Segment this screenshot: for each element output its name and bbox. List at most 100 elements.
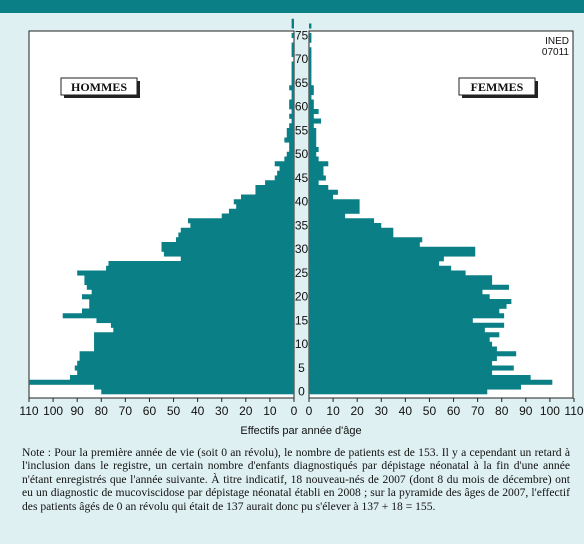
bar-hommes-age-52	[289, 142, 294, 148]
bar-femmes-age-72	[309, 47, 312, 53]
bar-femmes-age-22	[309, 284, 509, 290]
x-tick-label-1: 100	[43, 404, 63, 418]
x-tick-label-23: 110	[564, 404, 583, 418]
bar-hommes-age-45	[274, 175, 294, 181]
bar-hommes-age-26	[106, 265, 294, 271]
bar-femmes-age-50	[309, 151, 317, 157]
bar-hommes-age-60	[289, 104, 294, 110]
bar-hommes-age-54	[286, 132, 294, 138]
bar-hommes-age-12	[94, 332, 294, 338]
bar-femmes-age-48	[309, 161, 329, 167]
bar-hommes-age-19	[89, 299, 295, 305]
ined-code-line2: 07011	[542, 47, 570, 58]
bar-hommes-age-47	[279, 166, 294, 172]
age-tick-label-60: 60	[295, 100, 309, 114]
bar-hommes-age-0	[101, 389, 294, 395]
bar-hommes-age-8	[79, 351, 294, 357]
bar-femmes-age-21	[309, 289, 483, 295]
bar-hommes-age-72	[291, 47, 294, 53]
bar-femmes-age-75	[309, 33, 312, 39]
bar-femmes-age-25	[309, 270, 466, 276]
bar-femmes-age-39	[309, 204, 360, 210]
bar-femmes-age-0	[309, 389, 488, 395]
bar-hommes-age-31	[161, 242, 294, 248]
bar-femmes-age-11	[309, 337, 490, 343]
bar-femmes-age-38	[309, 208, 360, 214]
bar-hommes-age-28	[180, 256, 294, 262]
bar-hommes-age-44	[265, 180, 294, 186]
x-tick-label-3: 80	[95, 404, 109, 418]
bar-femmes-age-10	[309, 341, 493, 347]
bar-femmes-age-30	[309, 246, 476, 252]
bar-femmes-age-34	[309, 227, 394, 233]
x-tick-label-16: 40	[399, 404, 413, 418]
age-tick-label-25: 25	[295, 266, 309, 280]
bar-femmes-age-1	[309, 384, 521, 390]
bar-hommes-age-17	[82, 308, 294, 314]
bar-femmes-age-65	[309, 80, 312, 86]
bar-femmes-age-16	[309, 313, 505, 319]
bar-femmes-age-4	[309, 370, 493, 376]
x-tick-label-9: 20	[239, 404, 253, 418]
bar-femmes-age-12	[309, 332, 500, 338]
bar-femmes-age-77	[309, 23, 312, 29]
bar-hommes-age-55	[286, 128, 294, 134]
age-tick-label-75: 75	[295, 28, 309, 42]
bar-femmes-age-56	[309, 123, 314, 129]
x-tick-label-12: 0	[306, 404, 313, 418]
bar-femmes-age-36	[309, 218, 375, 224]
age-tick-label-50: 50	[295, 147, 309, 161]
bar-hommes-age-35	[190, 223, 294, 229]
bar-hommes-age-13	[113, 327, 295, 333]
bar-hommes-age-15	[96, 318, 294, 324]
bar-femmes-age-47	[309, 166, 324, 172]
bar-hommes-age-56	[289, 123, 294, 129]
age-tick-label-30: 30	[295, 242, 309, 256]
bar-hommes-age-18	[89, 303, 295, 309]
x-tick-label-13: 10	[326, 404, 340, 418]
bar-hommes-age-21	[91, 289, 295, 295]
bar-femmes-age-43	[309, 185, 329, 191]
x-tick-label-4: 70	[119, 404, 133, 418]
bar-hommes-age-37	[221, 213, 294, 219]
age-tick-label-20: 20	[295, 290, 309, 304]
bar-hommes-age-3	[69, 375, 294, 381]
bar-hommes-age-4	[77, 370, 294, 376]
bar-hommes-age-23	[84, 280, 294, 286]
bar-femmes-age-54	[309, 132, 317, 138]
age-tick-label-10: 10	[295, 337, 309, 351]
bar-femmes-age-40	[309, 199, 360, 205]
x-tick-label-8: 30	[215, 404, 229, 418]
bar-hommes-age-29	[163, 251, 294, 257]
bar-femmes-age-8	[309, 351, 517, 357]
bar-femmes-age-62	[309, 94, 312, 100]
bar-hommes-age-65	[291, 80, 294, 86]
bar-femmes-age-2	[309, 379, 553, 385]
bar-femmes-age-7	[309, 356, 497, 362]
x-tick-label-0: 110	[19, 404, 38, 418]
bar-femmes-age-49	[309, 156, 319, 162]
bar-hommes-age-71	[291, 52, 294, 58]
femmes-label-box: FEMMES	[458, 77, 538, 98]
x-tick-label-7: 40	[191, 404, 205, 418]
femmes-label: FEMMES	[471, 80, 524, 94]
bar-femmes-age-42	[309, 189, 338, 195]
bar-femmes-age-23	[309, 280, 493, 286]
bar-femmes-age-66	[309, 75, 312, 81]
bar-hommes-age-41	[241, 194, 294, 200]
bar-hommes-age-2	[29, 379, 294, 385]
age-tick-label-55: 55	[295, 123, 309, 137]
bar-femmes-age-5	[309, 365, 514, 371]
x-tick-label-5: 60	[143, 404, 157, 418]
bar-femmes-age-6	[309, 360, 493, 366]
age-tick-label-5: 5	[298, 361, 305, 375]
x-tick-label-2: 90	[71, 404, 85, 418]
bar-hommes-age-38	[228, 208, 294, 214]
bar-femmes-age-67	[309, 71, 312, 77]
bar-hommes-age-78	[291, 18, 294, 24]
bar-hommes-age-63	[291, 90, 294, 96]
bar-hommes-age-57	[291, 118, 294, 124]
bar-hommes-age-30	[161, 246, 294, 252]
bar-hommes-age-33	[178, 232, 294, 238]
bar-hommes-age-53	[284, 137, 294, 143]
